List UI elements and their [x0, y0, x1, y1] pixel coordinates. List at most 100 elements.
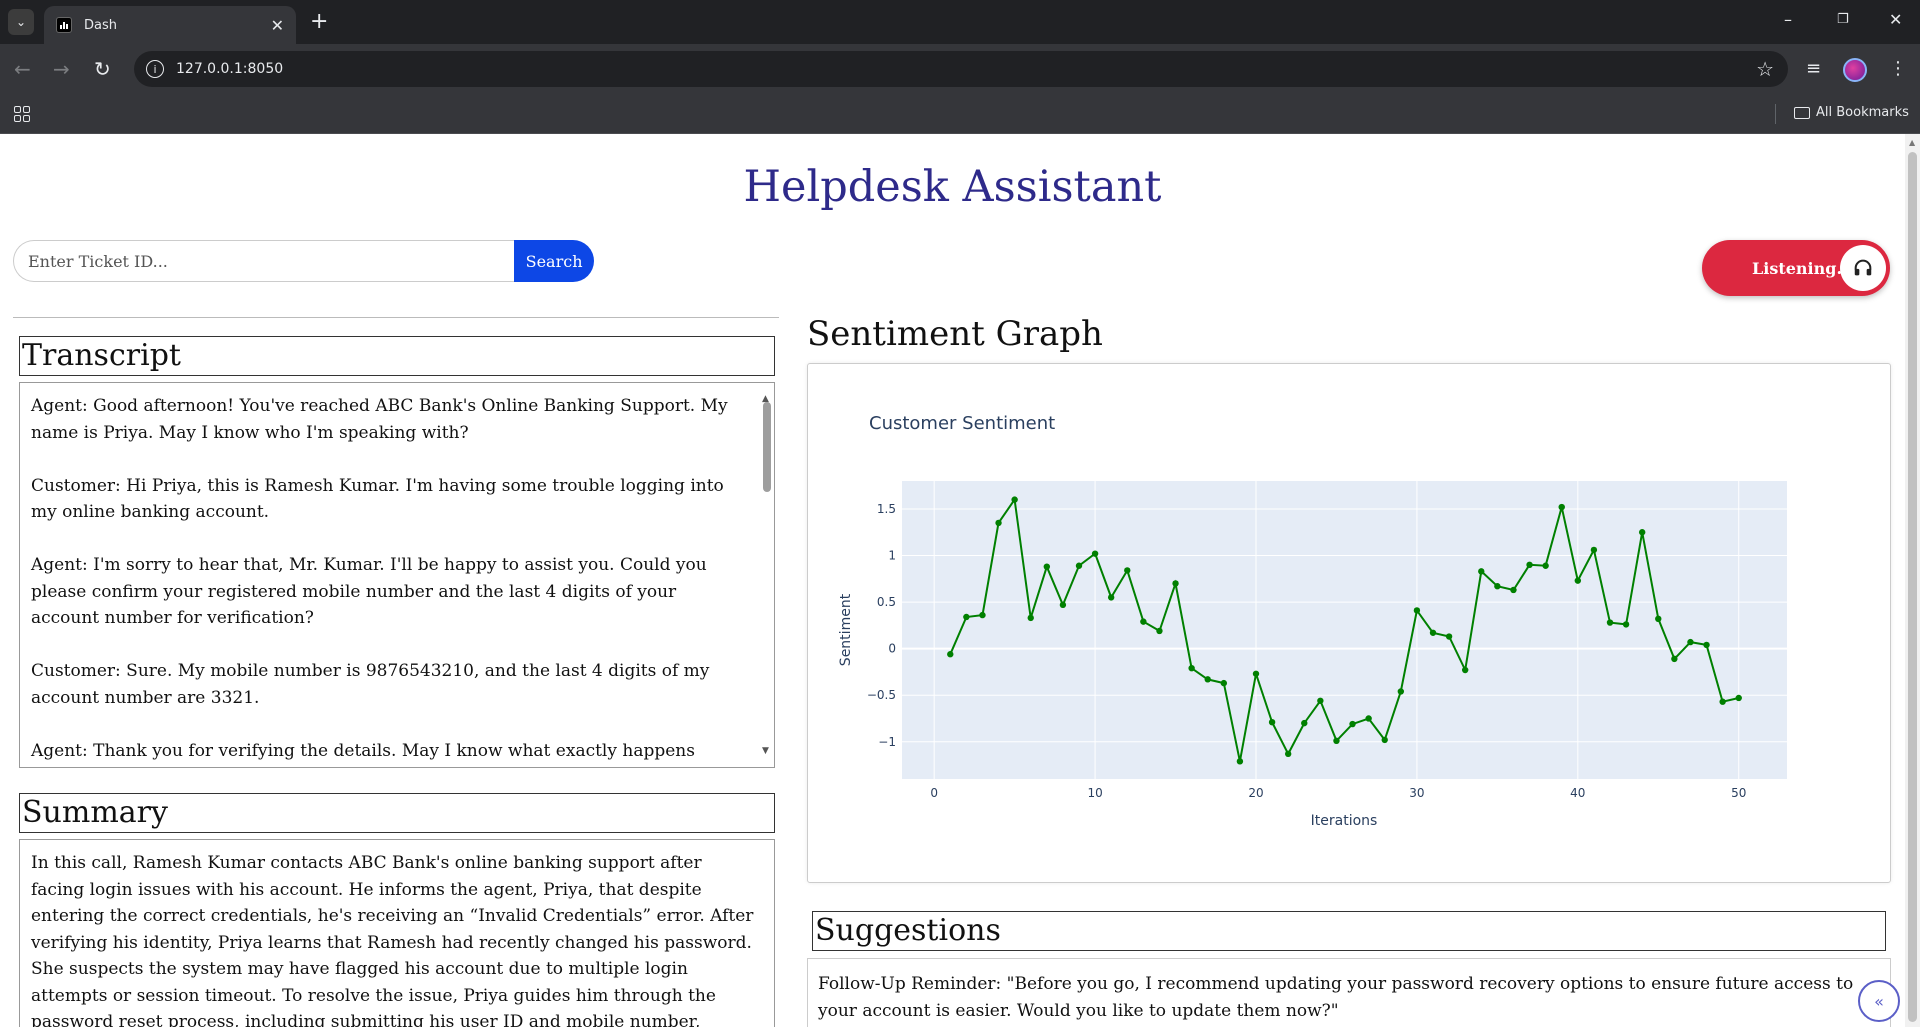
sentiment-graph-heading: Sentiment Graph: [807, 314, 1103, 354]
scroll-thumb[interactable]: [763, 402, 771, 492]
scroll-down-arrow-icon[interactable]: ▼: [762, 745, 769, 756]
data-point[interactable]: [1558, 503, 1565, 511]
data-point[interactable]: [1252, 670, 1260, 677]
data-point[interactable]: [1703, 641, 1710, 649]
summary-panel[interactable]: In this call, Ramesh Kumar contacts ABC …: [19, 839, 775, 1027]
chart-area[interactable]: 0 10 20 30 40 50 −1 −0.5 0 0.5 1 1.5 Customer Sent…: [818, 374, 1880, 872]
data-point[interactable]: [979, 611, 986, 619]
bookmark-star-icon[interactable]: ☆: [1756, 57, 1774, 81]
kebab-menu-icon[interactable]: ⋮: [1889, 58, 1907, 79]
data-point[interactable]: [1478, 568, 1485, 575]
all-bookmarks-button[interactable]: All Bookmarks: [1794, 105, 1909, 120]
data-point[interactable]: [1622, 621, 1630, 628]
x-tick-label: 50: [1731, 786, 1746, 800]
data-point[interactable]: [1574, 577, 1582, 584]
data-point[interactable]: [1526, 561, 1533, 569]
back-arrow-icon[interactable]: ←: [14, 57, 31, 81]
sentiment-line-chart[interactable]: 0 10 20 30 40 50 −1 −0.5 0 0.5 1 1.5 Customer Sent…: [818, 374, 1880, 872]
data-point[interactable]: [1381, 736, 1388, 744]
summary-heading: Summary: [19, 793, 775, 833]
search-button[interactable]: Search: [514, 240, 594, 282]
data-point[interactable]: [1140, 618, 1147, 625]
y-tick-label: 1: [888, 549, 896, 563]
minimize-icon[interactable]: –: [1784, 10, 1792, 29]
data-point[interactable]: [1236, 758, 1244, 765]
chart-title: Customer Sentiment: [869, 413, 1055, 434]
reload-icon[interactable]: ↻: [94, 57, 111, 81]
x-tick-label: 20: [1248, 786, 1263, 800]
data-point[interactable]: [1156, 627, 1163, 635]
data-point[interactable]: [1510, 586, 1517, 594]
data-point[interactable]: [1365, 715, 1372, 722]
y-tick-label: 0: [888, 642, 896, 656]
forward-arrow-icon[interactable]: →: [53, 57, 70, 81]
restore-icon[interactable]: ❐: [1837, 12, 1849, 27]
x-axis-ticks: 0 10 20 30 40 50: [930, 786, 1746, 800]
data-point[interactable]: [1220, 679, 1228, 687]
new-tab-plus-icon[interactable]: +: [310, 9, 329, 34]
data-point[interactable]: [1687, 638, 1694, 646]
data-point[interactable]: [1301, 719, 1308, 727]
data-point[interactable]: [1655, 615, 1662, 623]
suggestions-panel[interactable]: Follow-Up Reminder: "Before you go, I re…: [807, 958, 1891, 1027]
data-point[interactable]: [963, 613, 970, 621]
listening-toggle-button[interactable]: Listening...: [1702, 240, 1890, 296]
transcript-scrollbar[interactable]: ▲ ▼: [759, 384, 773, 766]
tab-search-chevron-down-icon[interactable]: ⌄: [8, 9, 34, 35]
transcript-panel[interactable]: Agent: Good afternoon! You've reached AB…: [19, 382, 775, 768]
site-info-icon[interactable]: i: [146, 60, 164, 78]
page-scrollbar[interactable]: ▲: [1905, 134, 1920, 1027]
data-point[interactable]: [1268, 718, 1276, 726]
data-point[interactable]: [1542, 562, 1549, 569]
data-point[interactable]: [1413, 607, 1421, 614]
data-point[interactable]: [1043, 563, 1051, 570]
page-title: Helpdesk Assistant: [743, 162, 1162, 212]
data-point[interactable]: [1188, 664, 1195, 672]
data-point[interactable]: [1107, 594, 1115, 601]
page-scroll-up-icon[interactable]: ▲: [1909, 138, 1916, 147]
data-point[interactable]: [1606, 619, 1614, 626]
data-point[interactable]: [947, 651, 954, 658]
data-point[interactable]: [1461, 666, 1469, 674]
data-point[interactable]: [1284, 750, 1292, 758]
ticket-id-input[interactable]: [13, 240, 515, 282]
chart-grid: [902, 481, 1787, 779]
profile-avatar[interactable]: [1843, 58, 1867, 82]
data-point[interactable]: [1445, 633, 1453, 640]
data-point[interactable]: [1075, 562, 1083, 569]
page-scroll-thumb[interactable]: [1908, 152, 1917, 1022]
url-text[interactable]: 127.0.0.1:8050: [176, 61, 284, 77]
data-point[interactable]: [1124, 567, 1131, 574]
data-point[interactable]: [1027, 614, 1034, 622]
data-point[interactable]: [1011, 496, 1018, 503]
sentiment-graph-container: 0 10 20 30 40 50 −1 −0.5 0 0.5 1 1.5 Customer Sent…: [807, 363, 1891, 883]
browser-tabstrip: ⌄ Dash ✕ + – ❐ ✕: [0, 0, 1920, 44]
tab-close-icon[interactable]: ✕: [270, 15, 284, 35]
double-chevron-left-icon[interactable]: «: [1858, 980, 1900, 1022]
address-bar[interactable]: i 127.0.0.1:8050 ☆: [134, 51, 1788, 87]
data-point[interactable]: [1590, 546, 1598, 554]
data-point[interactable]: [1349, 720, 1356, 728]
bookmarks-divider: [1775, 104, 1776, 124]
data-point[interactable]: [1735, 694, 1742, 702]
data-point[interactable]: [1429, 629, 1437, 636]
browser-tab[interactable]: Dash ✕: [44, 6, 296, 44]
data-point[interactable]: [1397, 688, 1405, 695]
data-point[interactable]: [1638, 529, 1646, 536]
data-point[interactable]: [1172, 580, 1179, 587]
data-point[interactable]: [1059, 601, 1067, 609]
data-point[interactable]: [1719, 698, 1726, 705]
data-point[interactable]: [995, 519, 1002, 527]
data-point[interactable]: [1091, 550, 1099, 557]
window-close-icon[interactable]: ✕: [1889, 10, 1903, 29]
y-axis-ticks: −1 −0.5 0 0.5 1 1.5: [867, 502, 896, 749]
data-point[interactable]: [1317, 697, 1324, 704]
data-point[interactable]: [1204, 676, 1211, 683]
scroll-up-arrow-icon[interactable]: ▲: [762, 394, 769, 404]
data-point[interactable]: [1333, 737, 1340, 745]
data-point[interactable]: [1494, 583, 1501, 590]
headphones-icon: [1840, 245, 1886, 291]
apps-grid-icon[interactable]: [14, 106, 30, 122]
media-controls-icon[interactable]: ≡: [1806, 58, 1822, 79]
data-point[interactable]: [1671, 655, 1678, 663]
